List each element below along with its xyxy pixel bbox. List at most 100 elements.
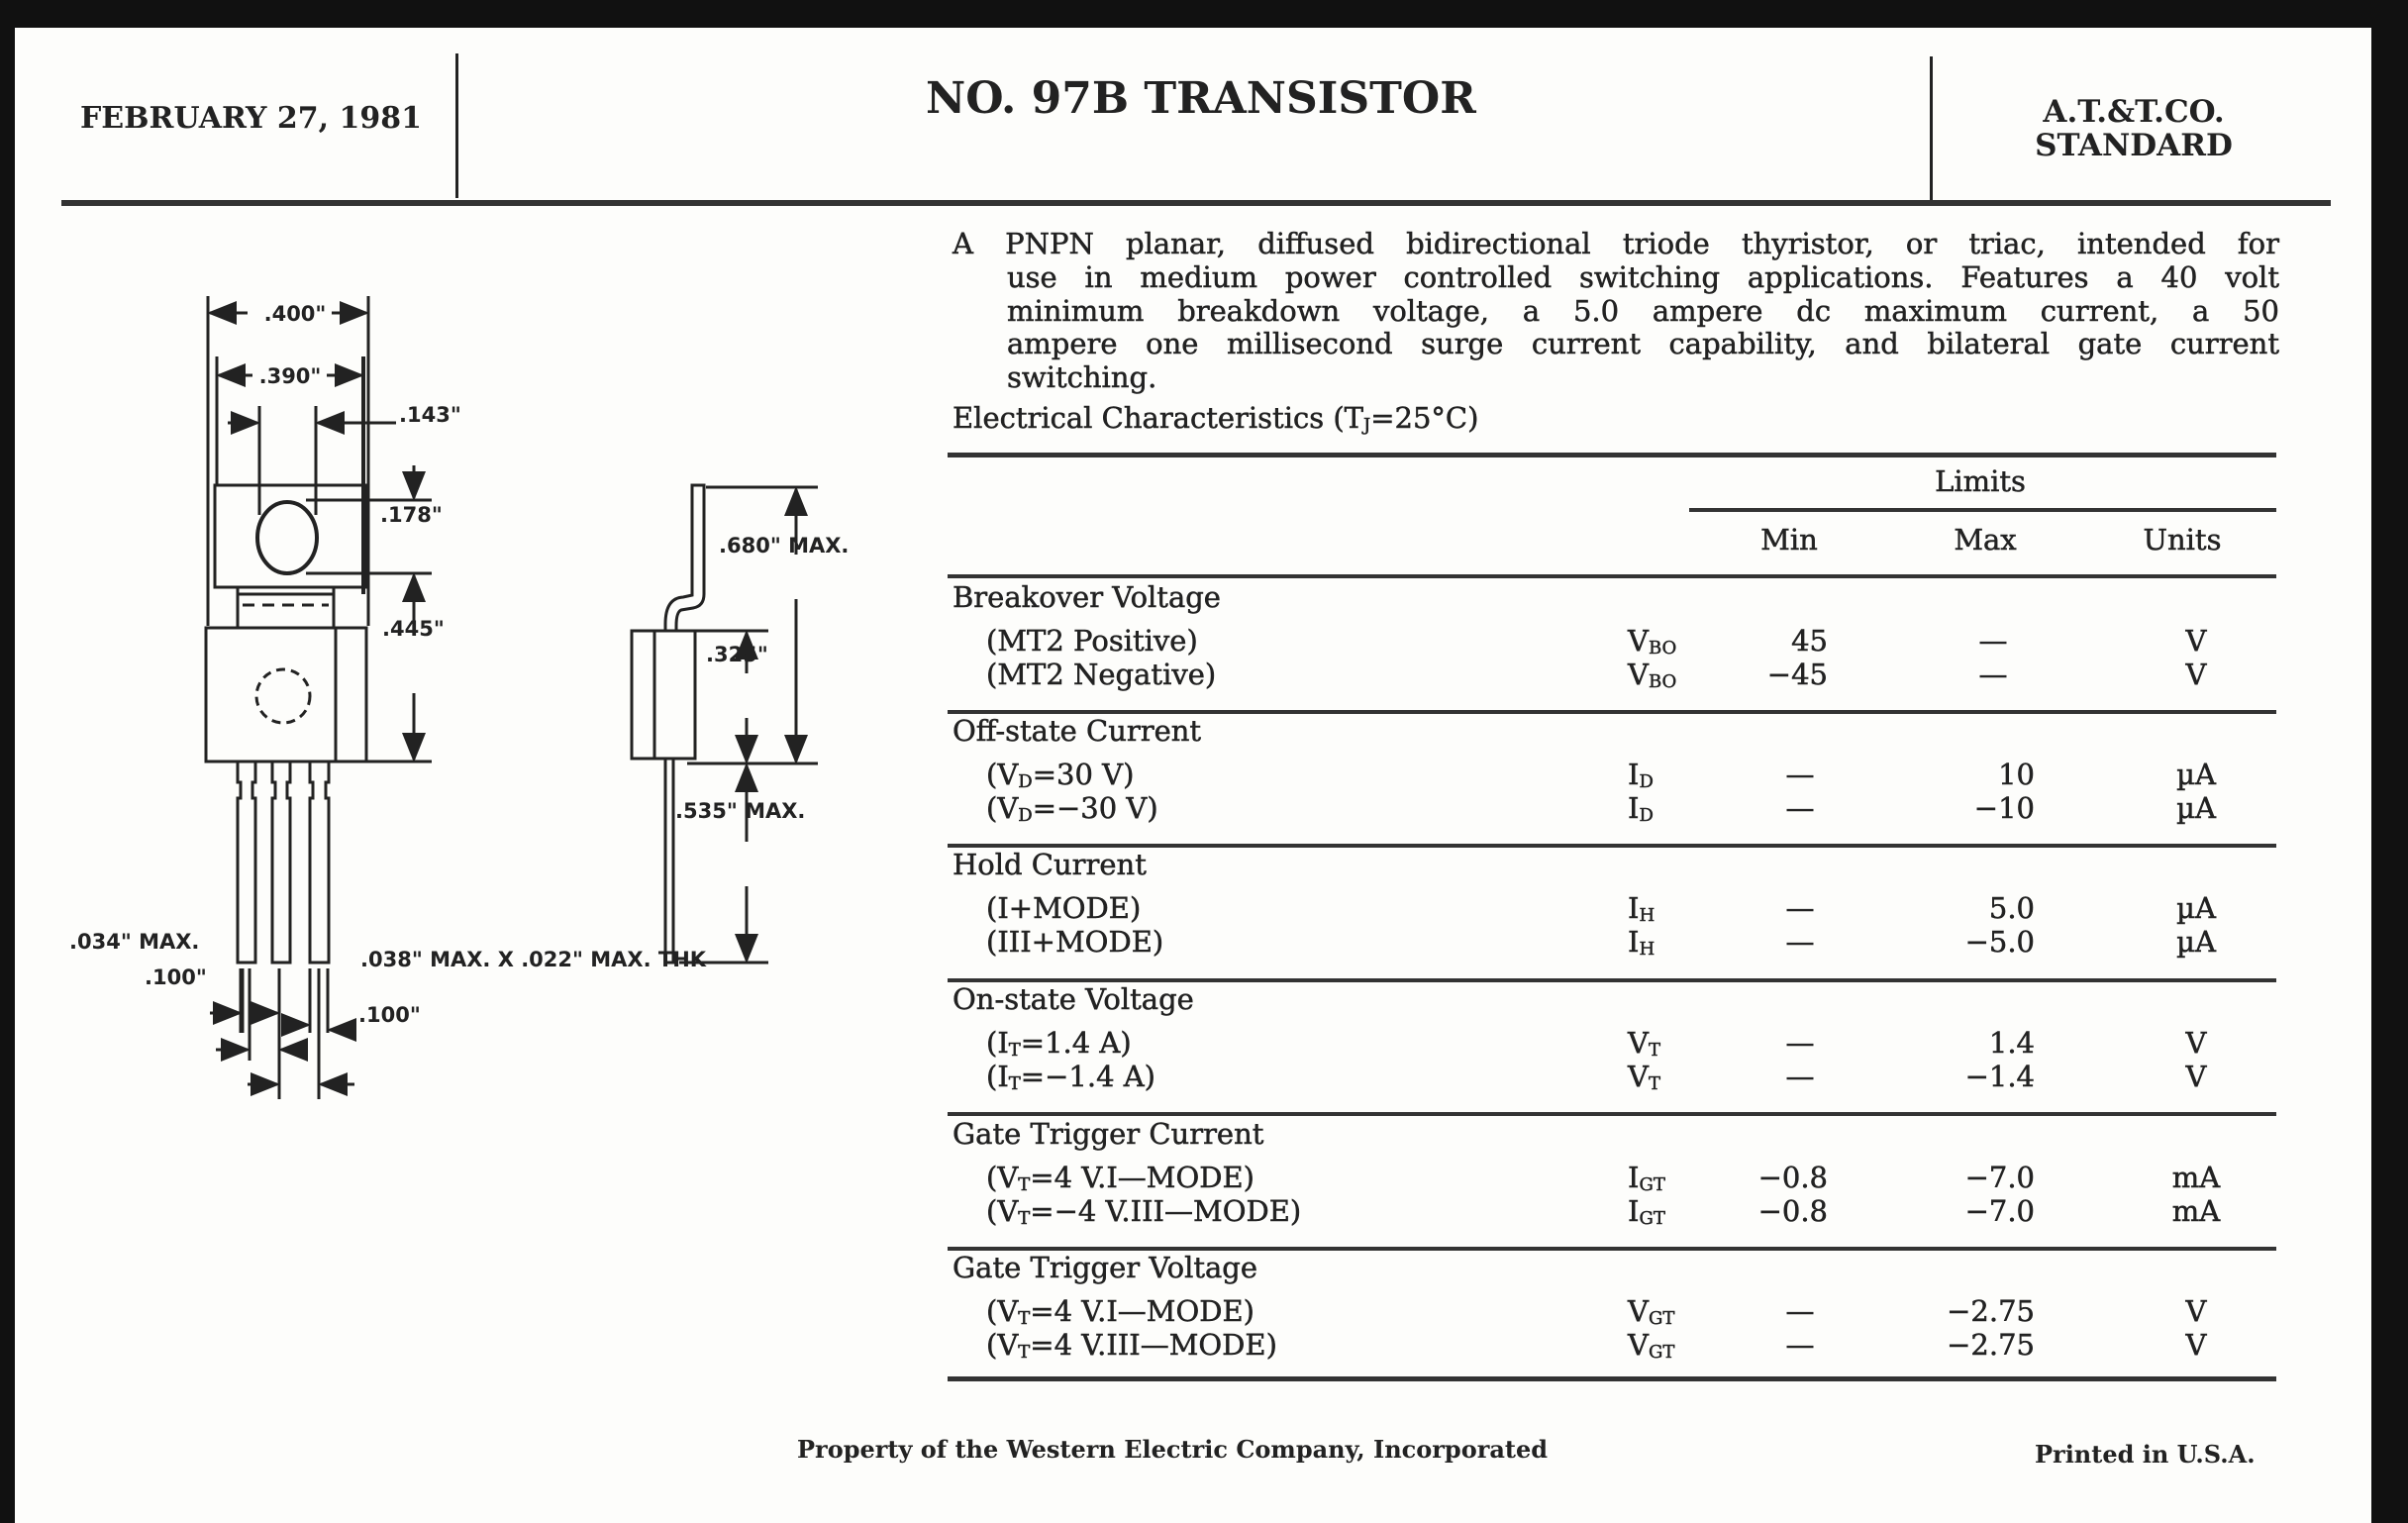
condition-text: =−1.4 A) xyxy=(1020,1060,1156,1094)
description-line: switching. xyxy=(1007,360,1157,395)
dim-680: .680" MAX. xyxy=(719,534,849,558)
conditions-sub: J xyxy=(1362,415,1371,437)
symbol-main: I xyxy=(1628,758,1640,792)
symbol-sub: GT xyxy=(1648,1342,1675,1364)
symbol-main: V xyxy=(1628,658,1649,692)
symbol-main: V xyxy=(1628,624,1649,659)
condition-text: (V xyxy=(986,1294,1019,1329)
symbol-sub: T xyxy=(1648,1073,1661,1095)
condition-text: (V xyxy=(986,791,1019,826)
row-condition: (MT2 Positive) xyxy=(986,624,1198,665)
section-title: Gate Trigger Voltage xyxy=(953,1251,1258,1285)
condition-sub: D xyxy=(1018,771,1033,793)
conditions-prefix: Electrical Characteristics (T xyxy=(953,401,1363,436)
conditions-suffix: =25°C) xyxy=(1370,401,1479,436)
symbol-sub: T xyxy=(1648,1040,1661,1062)
symbol-sub: D xyxy=(1639,805,1654,827)
dim-100-right: .100" xyxy=(358,1003,421,1027)
row-condition: (I+MODE) xyxy=(986,891,1142,933)
row-min: 45 xyxy=(1791,624,1828,659)
row-units: µA xyxy=(2176,891,2216,926)
row-condition: (IT=−1.4 A) xyxy=(986,1060,1155,1101)
condition-sub: T xyxy=(1018,1308,1031,1330)
row-max: −1.4 xyxy=(1964,1060,2035,1094)
dim-390: .390" xyxy=(259,364,322,388)
section-title: Hold Current xyxy=(953,848,1147,882)
condition-text: =−4 V.III—MODE) xyxy=(1030,1194,1302,1229)
row-max: 1.4 xyxy=(1988,1026,2036,1061)
condition-sub: T xyxy=(1018,1208,1031,1230)
section-rule xyxy=(948,1247,2276,1251)
condition-text: (I xyxy=(986,1060,1009,1094)
row-symbol: IGT xyxy=(1628,1194,1665,1236)
condition-text: =4 V.I—MODE) xyxy=(1030,1294,1254,1329)
condition-text: =30 V) xyxy=(1032,758,1135,792)
condition-sub: T xyxy=(1018,1342,1031,1364)
symbol-sub: H xyxy=(1639,939,1656,961)
section-title: Off-state Current xyxy=(953,714,1202,749)
symbol-main: V xyxy=(1628,1026,1649,1061)
section-title: Breakover Voltage xyxy=(953,580,1221,615)
row-max: −7.0 xyxy=(1964,1161,2035,1195)
col-min: Min xyxy=(1760,523,1818,558)
row-max: — xyxy=(1978,624,2008,659)
condition-text: (I+MODE) xyxy=(986,891,1142,926)
row-units: V xyxy=(2185,1060,2207,1094)
row-symbol: VGT xyxy=(1628,1328,1675,1370)
condition-text: (MT2 Negative) xyxy=(986,658,1217,692)
row-max: — xyxy=(1978,658,2008,692)
condition-text: =4 V.I—MODE) xyxy=(1030,1161,1254,1195)
row-condition: (VT=4 V.I—MODE) xyxy=(986,1294,1255,1336)
row-units: mA xyxy=(2171,1194,2221,1229)
row-condition: (VT=−4 V.III—MODE) xyxy=(986,1194,1302,1236)
section-rule xyxy=(948,1376,2276,1381)
row-symbol: VT xyxy=(1628,1026,1660,1067)
limits-header: Limits xyxy=(1935,464,2026,499)
symbol-sub: BO xyxy=(1648,638,1677,660)
condition-text: =4 V.III—MODE) xyxy=(1030,1328,1277,1363)
description-line: minimum breakdown voltage, a 5.0 ampere … xyxy=(1007,294,2280,329)
symbol-main: I xyxy=(1628,791,1640,826)
dim-100-left: .100" xyxy=(145,965,207,989)
row-min: — xyxy=(1785,1294,1815,1329)
dim-325: .325" xyxy=(706,643,768,666)
col-max: Max xyxy=(1954,523,2017,558)
row-min: — xyxy=(1785,1060,1815,1094)
header-divider-left xyxy=(455,53,458,198)
row-units: V xyxy=(2185,1026,2207,1061)
row-symbol: IGT xyxy=(1628,1161,1665,1202)
condition-text: (III+MODE) xyxy=(986,925,1164,960)
col-units: Units xyxy=(2143,523,2222,558)
symbol-main: V xyxy=(1628,1328,1649,1363)
symbol-sub: GT xyxy=(1648,1308,1675,1330)
dim-034: .034" MAX. xyxy=(69,930,199,954)
row-min: — xyxy=(1785,791,1815,826)
condition-sub: T xyxy=(1008,1040,1022,1062)
description-line: ampere one millisecond surge current cap… xyxy=(1007,327,2280,361)
row-units: V xyxy=(2185,1294,2207,1329)
row-min: −45 xyxy=(1766,658,1829,692)
printed-in: Printed in U.S.A. xyxy=(2035,1440,2256,1469)
row-min: −0.8 xyxy=(1757,1194,1828,1229)
row-units: V xyxy=(2185,658,2207,692)
row-symbol: VBO xyxy=(1628,658,1677,699)
row-units: µA xyxy=(2176,758,2216,792)
row-condition: (VD=−30 V) xyxy=(986,791,1158,833)
row-symbol: VBO xyxy=(1628,624,1677,665)
row-symbol: VGT xyxy=(1628,1294,1675,1336)
section-rule xyxy=(948,978,2276,982)
row-max: −2.75 xyxy=(1947,1294,2035,1329)
header-bottom-rule xyxy=(948,574,2276,578)
dim-038: .038" MAX. X .022" MAX. THK xyxy=(360,948,707,971)
condition-text: =1.4 A) xyxy=(1020,1026,1132,1061)
row-max: −10 xyxy=(1973,791,2036,826)
section-rule xyxy=(948,1112,2276,1116)
row-units: mA xyxy=(2171,1161,2221,1195)
symbol-sub: H xyxy=(1639,905,1656,927)
page-title: NO. 97B TRANSISTOR xyxy=(926,73,1476,124)
row-units: µA xyxy=(2176,791,2216,826)
dim-143: .143" xyxy=(399,403,461,427)
symbol-main: I xyxy=(1628,891,1640,926)
row-min: — xyxy=(1785,1026,1815,1061)
limits-rule xyxy=(1689,508,2276,512)
